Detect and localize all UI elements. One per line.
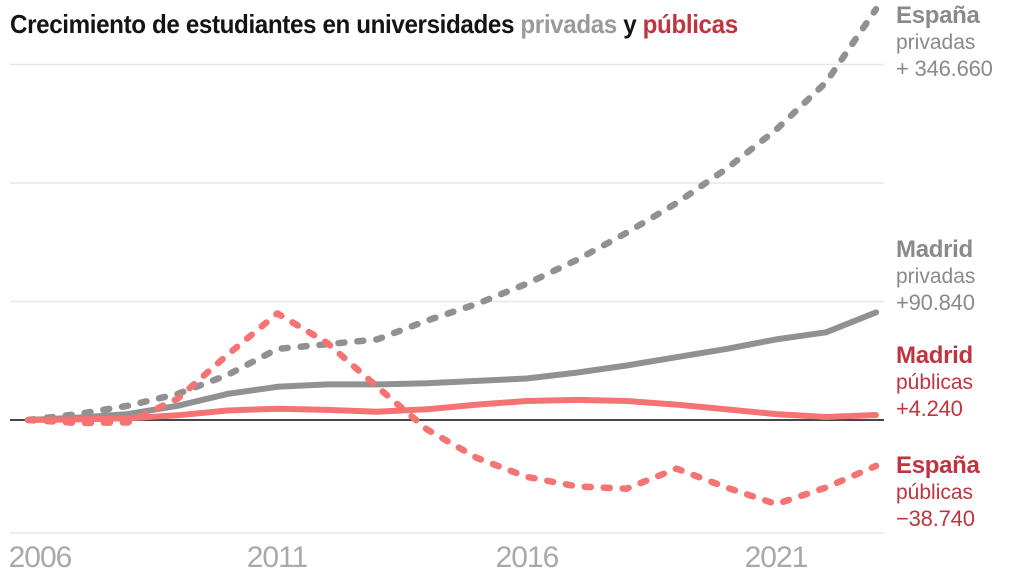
series-delta-value: +90.840	[896, 290, 975, 315]
series-type-label: privadas	[896, 31, 976, 54]
chart-title: Crecimiento de estudiantes en universida…	[10, 9, 738, 40]
series-region-label: Madrid	[896, 236, 973, 263]
x-tick-2016: 2016	[496, 541, 559, 574]
x-tick-2021: 2021	[745, 541, 808, 574]
series-label-espana-privadas: España privadas + 346.660	[896, 2, 1022, 81]
series-type-label: públicas	[896, 371, 974, 394]
line-madrid-publicas	[25, 396, 879, 423]
series-region-label: España	[896, 2, 980, 29]
x-tick-2006: 2006	[9, 541, 72, 574]
series-delta-value: +4.240	[896, 396, 963, 421]
series-type-label: privadas	[896, 265, 976, 288]
title-word-privadas: privadas	[520, 9, 617, 39]
series-region-label: España	[896, 452, 980, 479]
series-region-label: Madrid	[896, 342, 973, 369]
title-connector: y	[616, 9, 643, 39]
line-madrid-privadas	[25, 309, 879, 423]
series-label-madrid-publicas: Madrid públicas +4.240	[896, 342, 1022, 421]
series-delta-value: + 346.660	[896, 56, 993, 81]
title-word-publicas: públicas	[642, 9, 738, 39]
line-espana-publicas	[24, 310, 880, 508]
series-label-espana-publicas: España públicas −38.740	[896, 452, 1022, 531]
x-tick-2011: 2011	[247, 541, 308, 574]
line-espana-privadas	[24, 5, 880, 424]
title-text: Crecimiento de estudiantes en universida…	[10, 9, 521, 39]
series-type-label: públicas	[896, 481, 974, 504]
series-label-madrid-privadas: Madrid privadas +90.840	[896, 236, 1022, 315]
series-delta-value: −38.740	[896, 506, 975, 531]
